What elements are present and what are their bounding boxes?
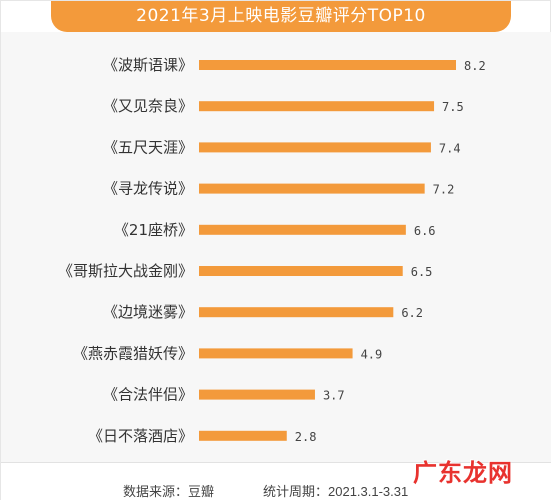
chart-footer: 数据来源：豆瓣 统计周期：2021.3.1-3.31 [1, 462, 551, 502]
value-label: 7.2 [433, 183, 455, 197]
bar [199, 389, 315, 400]
bar-chart: 《波斯语课》 8.2 《又见奈良》 7.5 《五尺天涯》 7.4 《寻龙传说》 7.2 《21座… [58, 56, 486, 445]
category-label: 《日不落酒店》 [88, 427, 193, 445]
plot-area: 《波斯语课》 8.2 《又见奈良》 7.5 《五尺天涯》 7.4 《寻龙传说》 7.2 《21座… [1, 32, 551, 462]
value-label: 6.6 [414, 224, 436, 238]
value-label: 6.2 [401, 306, 423, 320]
watermark-logo: 广东龙网 [413, 459, 513, 487]
bar [199, 183, 425, 194]
bar [199, 348, 353, 359]
category-label: 《边境迷雾》 [103, 303, 193, 321]
statistics-period: 统计周期：2021.3.1-3.31 [263, 484, 409, 499]
value-label: 6.5 [411, 265, 433, 279]
category-label: 《哥斯拉大战金刚》 [58, 262, 193, 280]
value-label: 4.9 [361, 347, 383, 361]
data-source: 数据来源：豆瓣 [123, 484, 215, 499]
value-label: 7.5 [442, 100, 464, 114]
category-label: 《又见奈良》 [103, 97, 193, 115]
value-label: 7.4 [439, 141, 461, 155]
value-label: 2.8 [295, 430, 317, 444]
category-label: 《五尺天涯》 [103, 138, 193, 156]
value-label: 3.7 [323, 389, 345, 403]
category-label: 《寻龙传说》 [103, 180, 193, 198]
bar [199, 266, 403, 276]
bar [199, 101, 435, 112]
bar [199, 430, 287, 441]
bar [199, 60, 456, 70]
category-label: 《波斯语课》 [103, 56, 193, 74]
value-label: 8.2 [464, 59, 486, 73]
category-label: 《21座桥》 [114, 221, 193, 239]
chart-title: 2021年3月上映电影豆瓣评分TOP10 [51, 1, 511, 32]
bar [199, 224, 406, 235]
bar [199, 307, 394, 318]
bar [199, 142, 431, 153]
category-label: 《合法伴侣》 [103, 386, 193, 404]
category-label: 《燕赤霞猎妖传》 [73, 344, 193, 362]
